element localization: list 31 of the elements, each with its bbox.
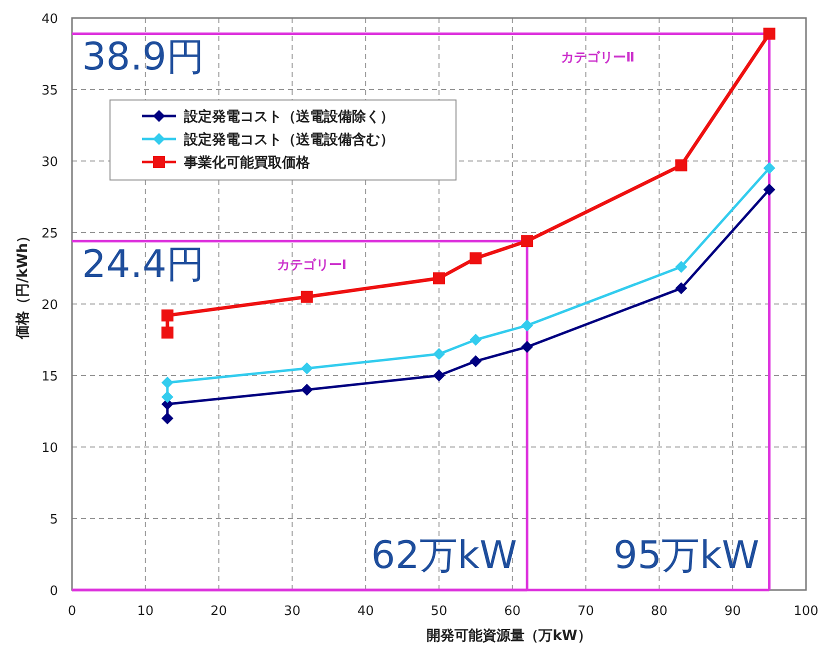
- x-tick-label: 40: [357, 604, 374, 619]
- x-tick-label: 90: [724, 604, 741, 619]
- y-tick-label: 5: [50, 512, 58, 528]
- x-tick-label: 30: [284, 604, 300, 619]
- y-tick-label: 20: [41, 298, 58, 313]
- y-tick-label: 40: [41, 12, 58, 27]
- x-tick-label: 20: [210, 604, 228, 619]
- y-axis-title: 価格（円/kWh）: [15, 229, 31, 340]
- legend-label: 設定発電コスト（送電設備含む）: [183, 131, 394, 148]
- y-tick-label: 0: [50, 584, 58, 599]
- ref-line-label: 95万kW: [613, 533, 760, 577]
- legend-label: 事業化可能買取価格: [183, 155, 311, 171]
- ref-line-label: 62万kW: [371, 533, 518, 577]
- ref-line-label: 24.4円: [82, 242, 205, 286]
- x-tick-label: 10: [137, 604, 154, 619]
- x-tick-label: 60: [504, 604, 521, 619]
- x-tick-label: 70: [578, 604, 594, 619]
- annotation: カテゴリーⅡ: [560, 50, 635, 66]
- y-tick-label: 25: [41, 226, 58, 242]
- x-tick-label: 100: [794, 604, 818, 619]
- y-tick-label: 35: [41, 84, 58, 98]
- legend-label: 設定発電コスト（送電設備除く）: [183, 108, 394, 125]
- ref-line-label: 38.9円: [82, 34, 205, 79]
- x-tick-label: 50: [430, 604, 448, 619]
- x-tick-label: 0: [68, 604, 76, 619]
- annotation: カテゴリーⅠ: [276, 258, 347, 274]
- x-tick-label: 80: [650, 604, 668, 619]
- y-tick-label: 30: [41, 155, 58, 170]
- y-tick-label: 10: [41, 441, 58, 456]
- y-tick-label: 15: [41, 370, 58, 384]
- x-axis-title: 開発可能資源量（万kW）: [426, 628, 592, 644]
